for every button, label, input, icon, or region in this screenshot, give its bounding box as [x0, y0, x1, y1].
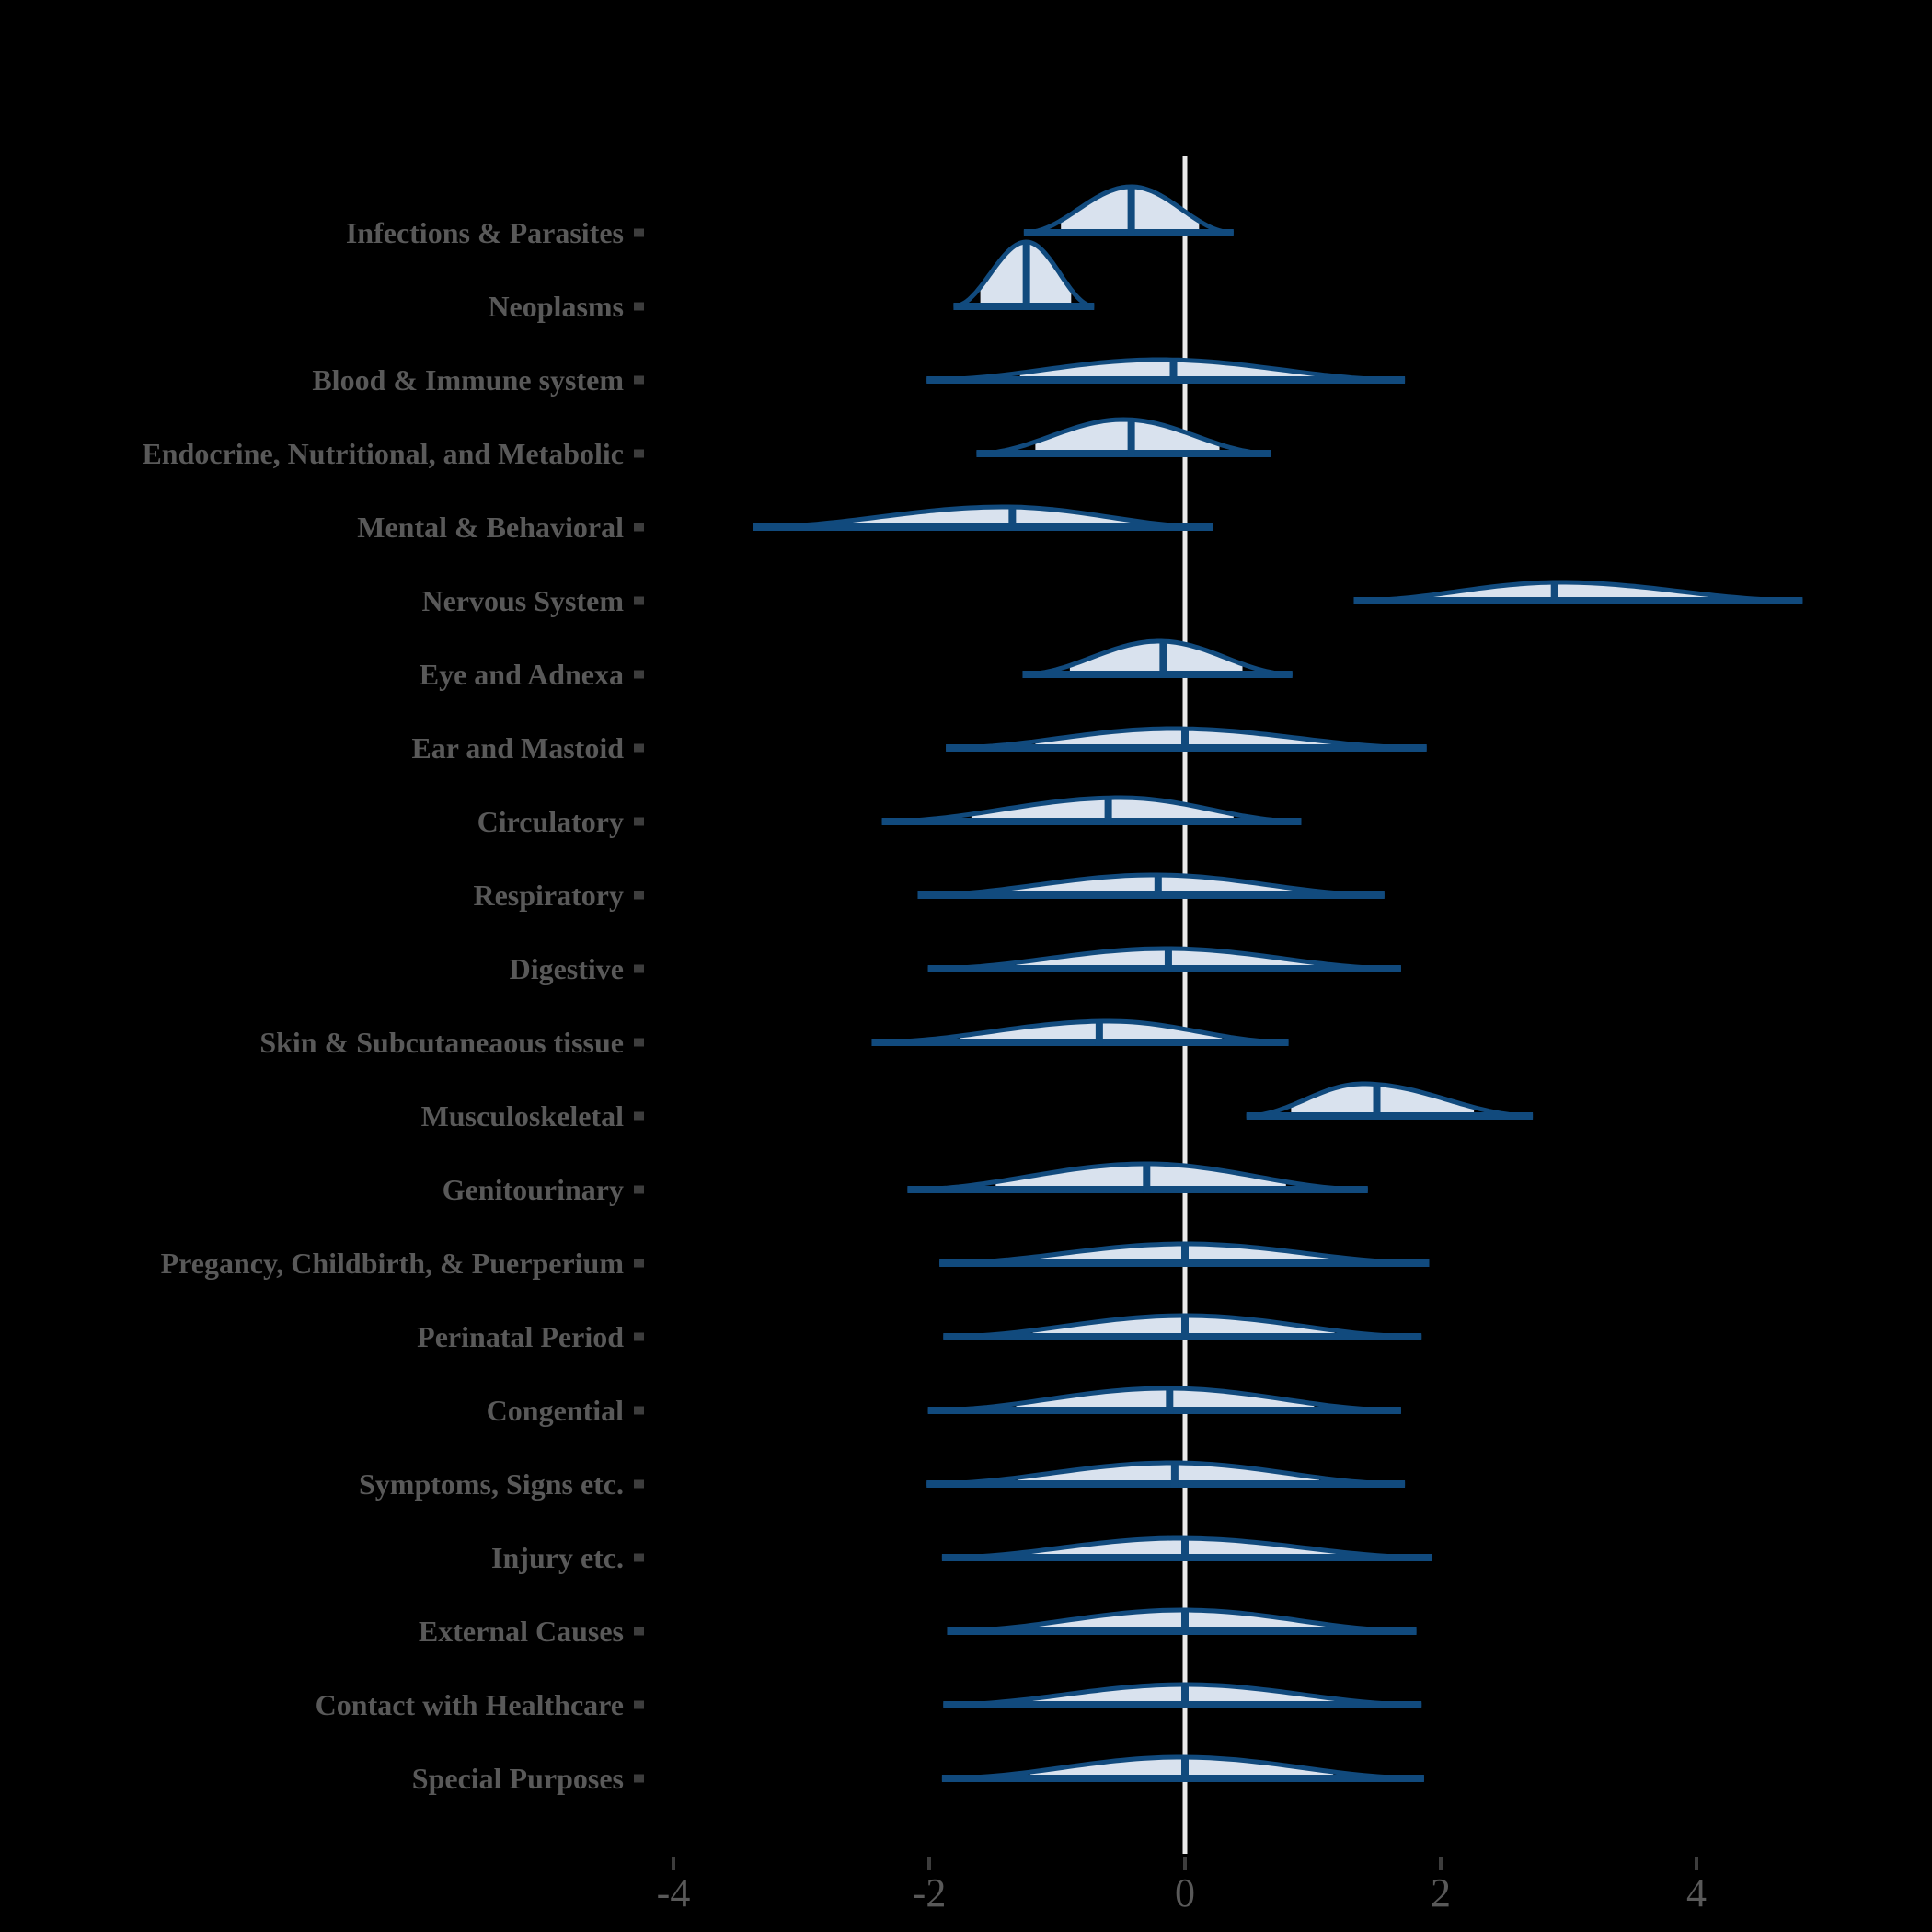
category-label: Ear and Mastoid [411, 731, 624, 765]
category-label: Digestive [510, 952, 624, 985]
y-tick-square [634, 743, 644, 753]
category-label: Symptoms, Signs etc. [359, 1467, 624, 1501]
category-label: Musculoskeletal [421, 1099, 625, 1133]
category-label: Skin & Subcutaneaous tissue [259, 1026, 624, 1059]
violin-row: Circulatory [477, 795, 1302, 838]
x-tick-mark [672, 1857, 675, 1870]
category-label: Respiratory [473, 879, 624, 912]
x-tick-label: 0 [1175, 1870, 1195, 1915]
y-tick-square [634, 596, 644, 605]
violin-row: Neoplasms [488, 239, 1095, 323]
violin-row: Congential [487, 1386, 1401, 1427]
violin-row: Endocrine, Nutritional, and Metabolic [142, 417, 1271, 470]
x-tick-mark [927, 1857, 931, 1870]
density-outline [927, 946, 1401, 972]
density-outline [947, 1607, 1417, 1634]
density-outline [907, 1161, 1368, 1192]
y-tick-square [634, 1259, 644, 1268]
violin-row: Genitourinary [443, 1161, 1368, 1206]
violin-row: Eye and Adnexa [420, 638, 1293, 691]
violin-row: Respiratory [473, 872, 1385, 912]
zero-reference-line [1182, 156, 1188, 1854]
y-tick-square [634, 302, 644, 311]
violin-row: Blood & Immune system [312, 357, 1406, 397]
category-label: Nervous System [421, 584, 624, 617]
density-outline [1246, 1081, 1534, 1119]
density-outline [753, 504, 1213, 530]
category-label: Eye and Adnexa [420, 658, 624, 691]
category-label: Endocrine, Nutritional, and Metabolic [142, 437, 624, 470]
y-tick-square [634, 1406, 644, 1415]
y-tick-square [634, 964, 644, 973]
y-tick-square [634, 1774, 644, 1783]
violin-row: External Causes [419, 1607, 1417, 1648]
density-fill [1291, 1084, 1475, 1116]
category-label: Mental & Behavioral [357, 511, 624, 544]
density-outline [1353, 580, 1803, 604]
violin-row: Pregancy, Childbirth, & Puerperium [161, 1241, 1430, 1280]
category-label: External Causes [419, 1615, 624, 1648]
y-tick-square [634, 1627, 644, 1636]
violin-row: Digestive [510, 946, 1401, 985]
y-tick-square [634, 670, 644, 679]
violin-row: Special Purposes [412, 1754, 1424, 1795]
density-outline [1022, 638, 1293, 677]
y-tick-square [634, 523, 644, 532]
y-tick-square [634, 1553, 644, 1562]
category-label: Special Purposes [412, 1762, 624, 1795]
violin-row: Perinatal Period [417, 1313, 1422, 1353]
y-tick-square [634, 1700, 644, 1709]
category-label: Injury etc. [491, 1541, 624, 1574]
category-label: Infections & Parasites [346, 216, 624, 249]
y-tick-square [634, 1185, 644, 1194]
category-label: Congential [487, 1394, 624, 1427]
density-outline [927, 1386, 1401, 1413]
violin-row: Nervous System [421, 580, 1803, 617]
density-outline [871, 1018, 1289, 1045]
category-label: Neoplasms [488, 290, 624, 323]
density-outline [881, 795, 1302, 824]
density-outline [917, 872, 1385, 898]
category-label: Blood & Immune system [312, 363, 624, 397]
violin-row: Symptoms, Signs etc. [359, 1460, 1406, 1501]
violin-row: Injury etc. [491, 1535, 1432, 1574]
category-label: Genitourinary [443, 1173, 624, 1206]
y-tick-square [634, 1332, 644, 1341]
violin-row: Ear and Mastoid [411, 726, 1427, 765]
y-tick-square [634, 1111, 644, 1121]
x-tick-label: -4 [657, 1870, 691, 1915]
x-tick-mark [1439, 1857, 1443, 1870]
category-label: Pregancy, Childbirth, & Puerperium [161, 1247, 625, 1280]
density-outline [941, 1754, 1424, 1781]
category-label: Perinatal Period [417, 1320, 624, 1353]
x-tick-label: 2 [1431, 1870, 1451, 1915]
y-tick-square [634, 449, 644, 458]
x-tick-label: 4 [1686, 1870, 1707, 1915]
violin-row: Mental & Behavioral [357, 504, 1213, 544]
x-tick-mark [1183, 1857, 1187, 1870]
violin-row: Infections & Parasites [346, 184, 1234, 249]
y-tick-square [634, 1038, 644, 1047]
y-tick-square [634, 375, 644, 385]
y-tick-square [634, 228, 644, 237]
x-tick-label: -2 [913, 1870, 947, 1915]
violin-row: Musculoskeletal [421, 1081, 1534, 1133]
density-outline [926, 1460, 1406, 1487]
x-tick-mark [1695, 1857, 1698, 1870]
violin-row: Skin & Subcutaneaous tissue [259, 1018, 1289, 1059]
y-tick-square [634, 891, 644, 900]
category-label: Contact with Healthcare [316, 1688, 624, 1721]
violin-row: Contact with Healthcare [316, 1682, 1422, 1721]
y-tick-square [634, 817, 644, 826]
density-outline [976, 417, 1271, 456]
y-tick-square [634, 1479, 644, 1489]
density-outline [926, 357, 1406, 383]
category-label: Circulatory [477, 805, 624, 838]
